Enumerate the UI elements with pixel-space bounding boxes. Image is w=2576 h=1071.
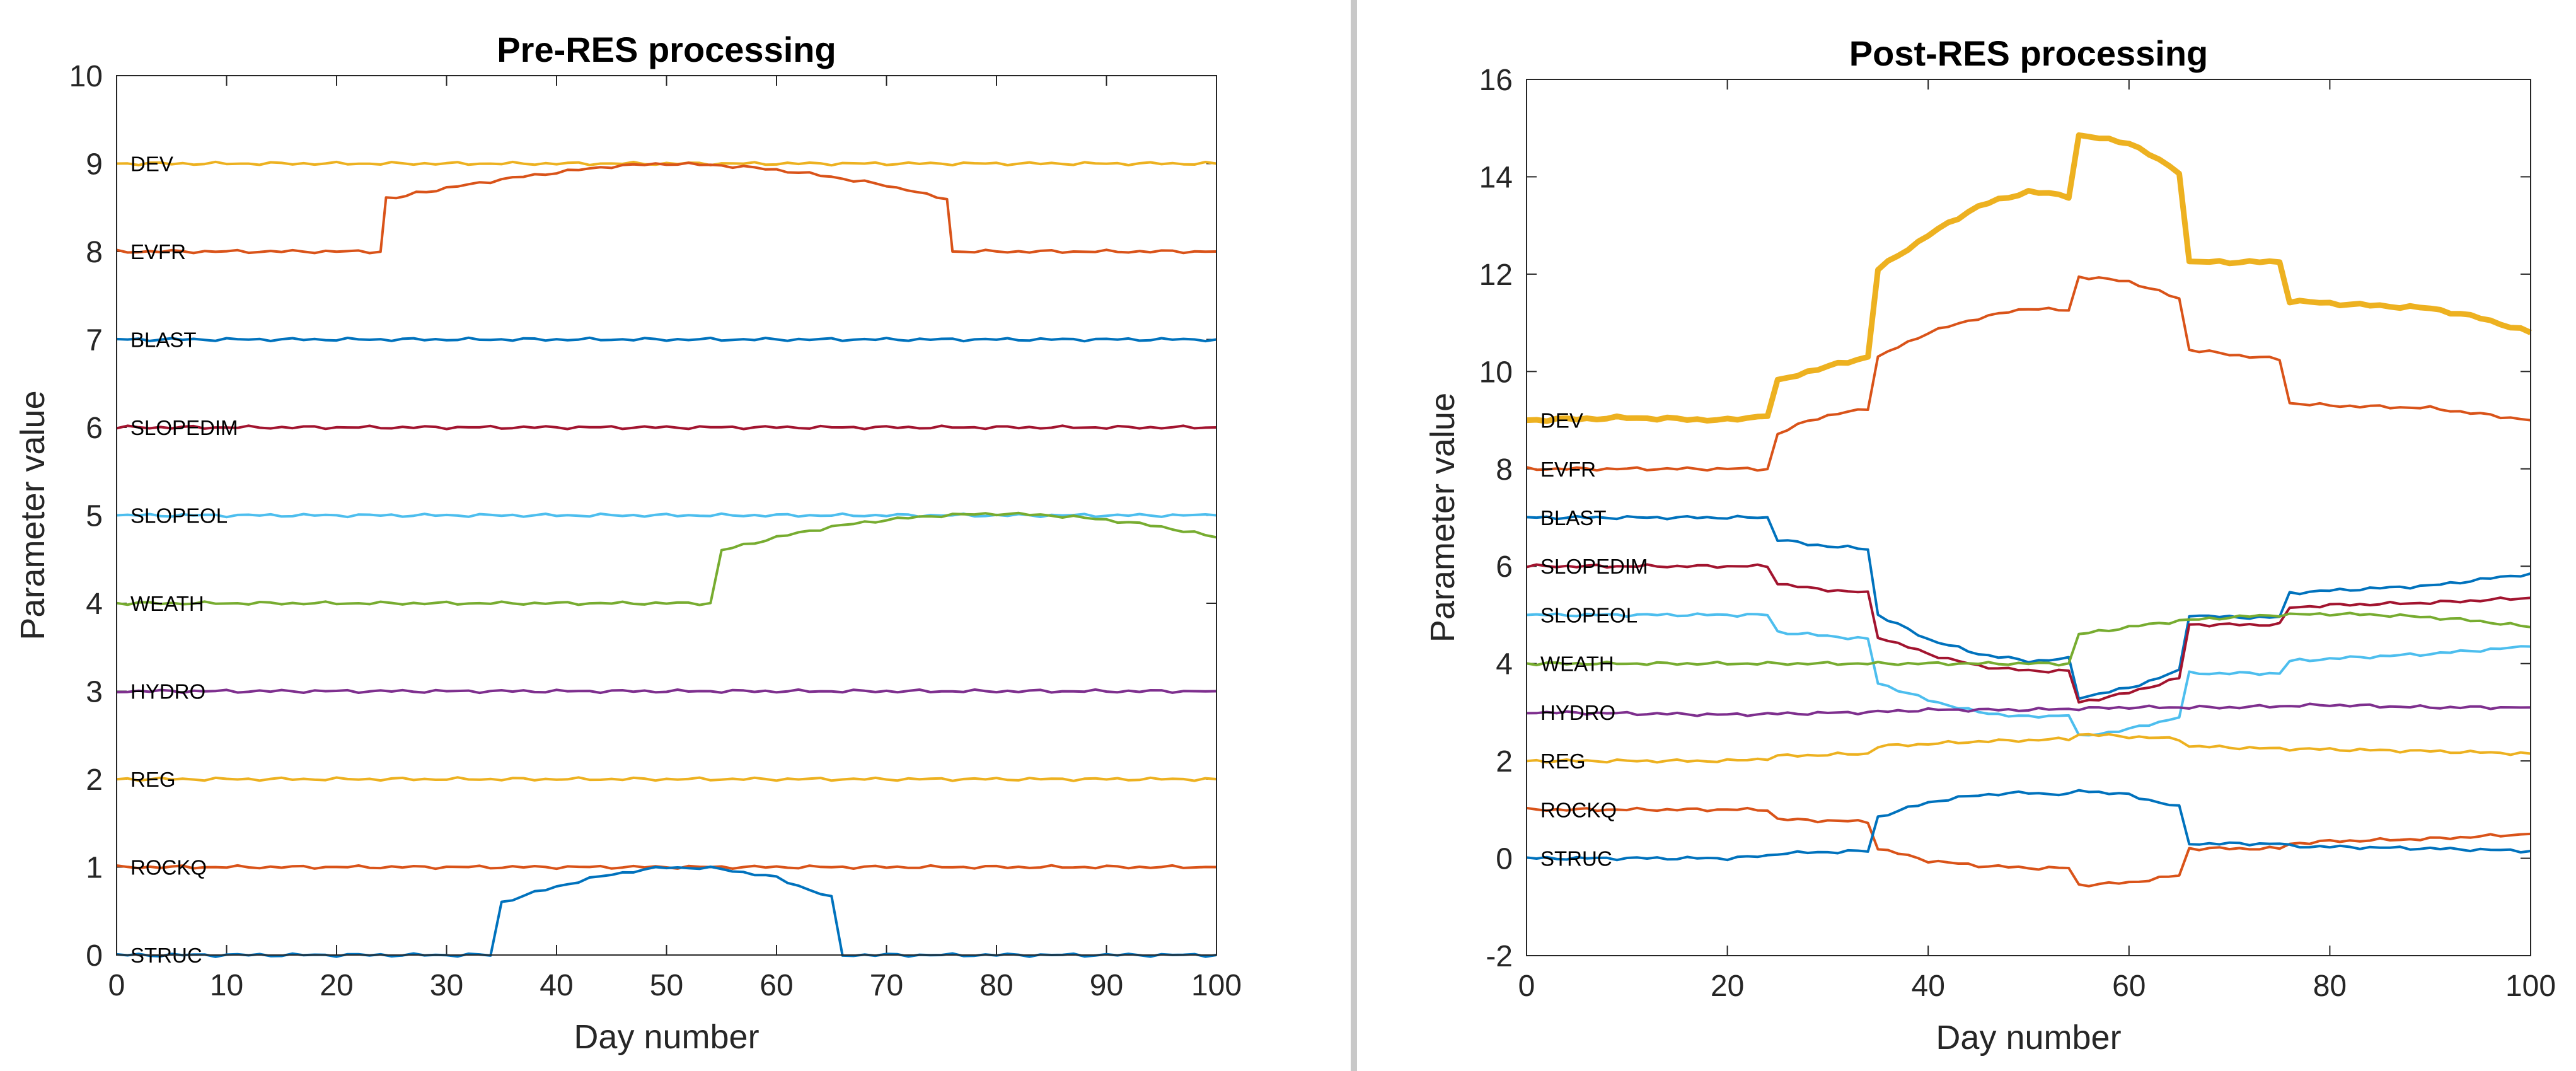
chart1-y-tick-label: 4 <box>1496 648 1513 681</box>
chart0-x-tick-label: 70 <box>870 969 903 1002</box>
chart0-series-label-dev: DEV <box>130 153 173 176</box>
chart1-series-evfr-line <box>1526 275 2531 472</box>
chart0-series-label-slopedim: SLOPEDIM <box>130 416 238 439</box>
chart1-series-dev-line <box>1526 132 2532 424</box>
chart1-series-label-blast: BLAST <box>1540 506 1607 530</box>
chart0-x-tick-label: 10 <box>210 969 243 1002</box>
chart1-x-axis-label: Day number <box>1936 1019 2121 1057</box>
chart0-x-tick-label: 90 <box>1090 969 1123 1002</box>
chart1-series-label-reg: REG <box>1540 750 1586 773</box>
chart0-x-tick-label: 0 <box>108 969 125 1002</box>
chart0-series-hydro-line <box>116 688 1217 695</box>
chart0-y-tick-label: 0 <box>86 939 103 973</box>
chart1-y-tick-label: 14 <box>1479 161 1513 194</box>
chart0-series-slopedim-line <box>116 424 1217 431</box>
chart1-series-hydro-line <box>1526 702 2531 717</box>
chart1-series-slopedim-line <box>1526 563 2531 704</box>
chart0-y-tick-label: 1 <box>86 852 103 885</box>
chart1-y-tick-label: 8 <box>1496 453 1513 487</box>
chart1-series-label-evfr: EVFR <box>1540 458 1596 481</box>
chart1-y-tick-label: 12 <box>1479 258 1513 292</box>
chart1-y-tick-label: 2 <box>1496 745 1513 779</box>
chart0-series-dev-line <box>116 160 1217 167</box>
chart0-series-label-weath: WEATH <box>130 592 204 615</box>
chart1-y-tick-label: -2 <box>1486 940 1513 973</box>
pre-res-chart-panel: Pre-RES processing Day number Parameter va… <box>14 30 1242 1056</box>
post-res-chart-panel: Post-RES processing Day number Parameter v… <box>1361 0 2576 1071</box>
chart0-series-struc-line <box>116 865 1217 958</box>
chart1-x-tick-label: 80 <box>2313 970 2347 1003</box>
chart0-series-evfr-line <box>116 161 1217 255</box>
chart0-series-label-hydro: HYDRO <box>130 680 205 703</box>
chart1-series-label-struc: STRUC <box>1540 847 1612 871</box>
chart1-x-tick-label: 20 <box>1711 970 1744 1003</box>
chart1-x-tick-label: 40 <box>1912 970 1945 1003</box>
chart0-y-tick-label: 2 <box>86 763 103 797</box>
chart1-y-tick-label: 16 <box>1479 64 1513 97</box>
chart0-series-label-rockq: ROCKQ <box>130 856 207 879</box>
chart1-series-slopeol-line <box>1526 612 2531 737</box>
chart1-series-reg-line <box>1526 732 2531 764</box>
chart0-series-weath-line <box>116 511 1217 606</box>
chart1-series-label-weath: WEATH <box>1540 652 1614 676</box>
chart1-series-label-rockq: ROCKQ <box>1540 798 1617 821</box>
chart0-y-tick-label: 5 <box>86 500 103 533</box>
chart0-y-tick-label: 6 <box>86 412 103 445</box>
chart1-x-tick-label: 0 <box>1518 970 1535 1003</box>
chart1-y-tick-label: 0 <box>1496 843 1513 876</box>
chart1-y-axis-label: Parameter value <box>1424 393 1462 642</box>
chart1-series-rockq-line <box>1526 806 2531 888</box>
post-res-chart: Post-RES processing Day number Parameter v… <box>1424 33 2556 1057</box>
chart0-title: Pre-RES processing <box>497 30 836 69</box>
chart1-series-label-hydro: HYDRO <box>1540 701 1615 724</box>
chart0-series-label-blast: BLAST <box>130 328 197 352</box>
chart1-series-label-slopeol: SLOPEOL <box>1540 603 1637 627</box>
chart0-y-tick-label: 7 <box>86 324 103 357</box>
chart0-x-axis-label: Day number <box>574 1018 759 1056</box>
chart1-x-tick-label: 60 <box>2112 970 2146 1003</box>
chart1-series-blast-line <box>1526 514 2531 700</box>
chart0-x-tick-label: 30 <box>430 969 463 1002</box>
chart0-x-tick-label: 60 <box>760 969 793 1002</box>
chart0-y-tick-label: 8 <box>86 236 103 269</box>
chart0-y-tick-label: 10 <box>69 60 103 93</box>
chart1-series-weath-line <box>1526 611 2531 667</box>
chart0-x-tick-label: 40 <box>540 969 573 1002</box>
chart0-x-tick-label: 100 <box>1191 969 1242 1002</box>
chart0-x-tick-label: 20 <box>320 969 353 1002</box>
chart0-series-blast-line <box>116 336 1217 343</box>
chart0-x-tick-label: 80 <box>979 969 1013 1002</box>
chart1-title: Post-RES processing <box>1849 33 2208 73</box>
chart0-y-tick-label: 3 <box>86 676 103 709</box>
chart1-x-tick-label: 100 <box>2505 970 2556 1003</box>
pre-res-chart: Pre-RES processing Day number Parameter va… <box>14 30 1242 1056</box>
chart1-series-struc-line <box>1526 789 2531 862</box>
chart0-series-label-slopeol: SLOPEOL <box>130 504 228 528</box>
chart1-series-label-slopedim: SLOPEDIM <box>1540 555 1648 578</box>
chart0-y-tick-label: 9 <box>86 148 103 182</box>
panel-divider <box>1351 0 1357 1071</box>
chart0-series-reg-line <box>116 776 1217 782</box>
chart0-series-label-reg: REG <box>130 768 176 791</box>
chart1-plot-area <box>1526 79 2531 956</box>
chart0-plot-area <box>116 75 1217 956</box>
chart0-x-tick-label: 50 <box>650 969 683 1002</box>
chart1-y-tick-label: 6 <box>1496 550 1513 584</box>
chart0-y-axis-label: Parameter value <box>14 390 52 640</box>
chart0-series-label-evfr: EVFR <box>130 240 186 263</box>
chart1-series-label-dev: DEV <box>1540 409 1583 432</box>
chart0-y-tick-label: 4 <box>86 588 103 621</box>
chart1-y-tick-label: 10 <box>1479 356 1513 389</box>
